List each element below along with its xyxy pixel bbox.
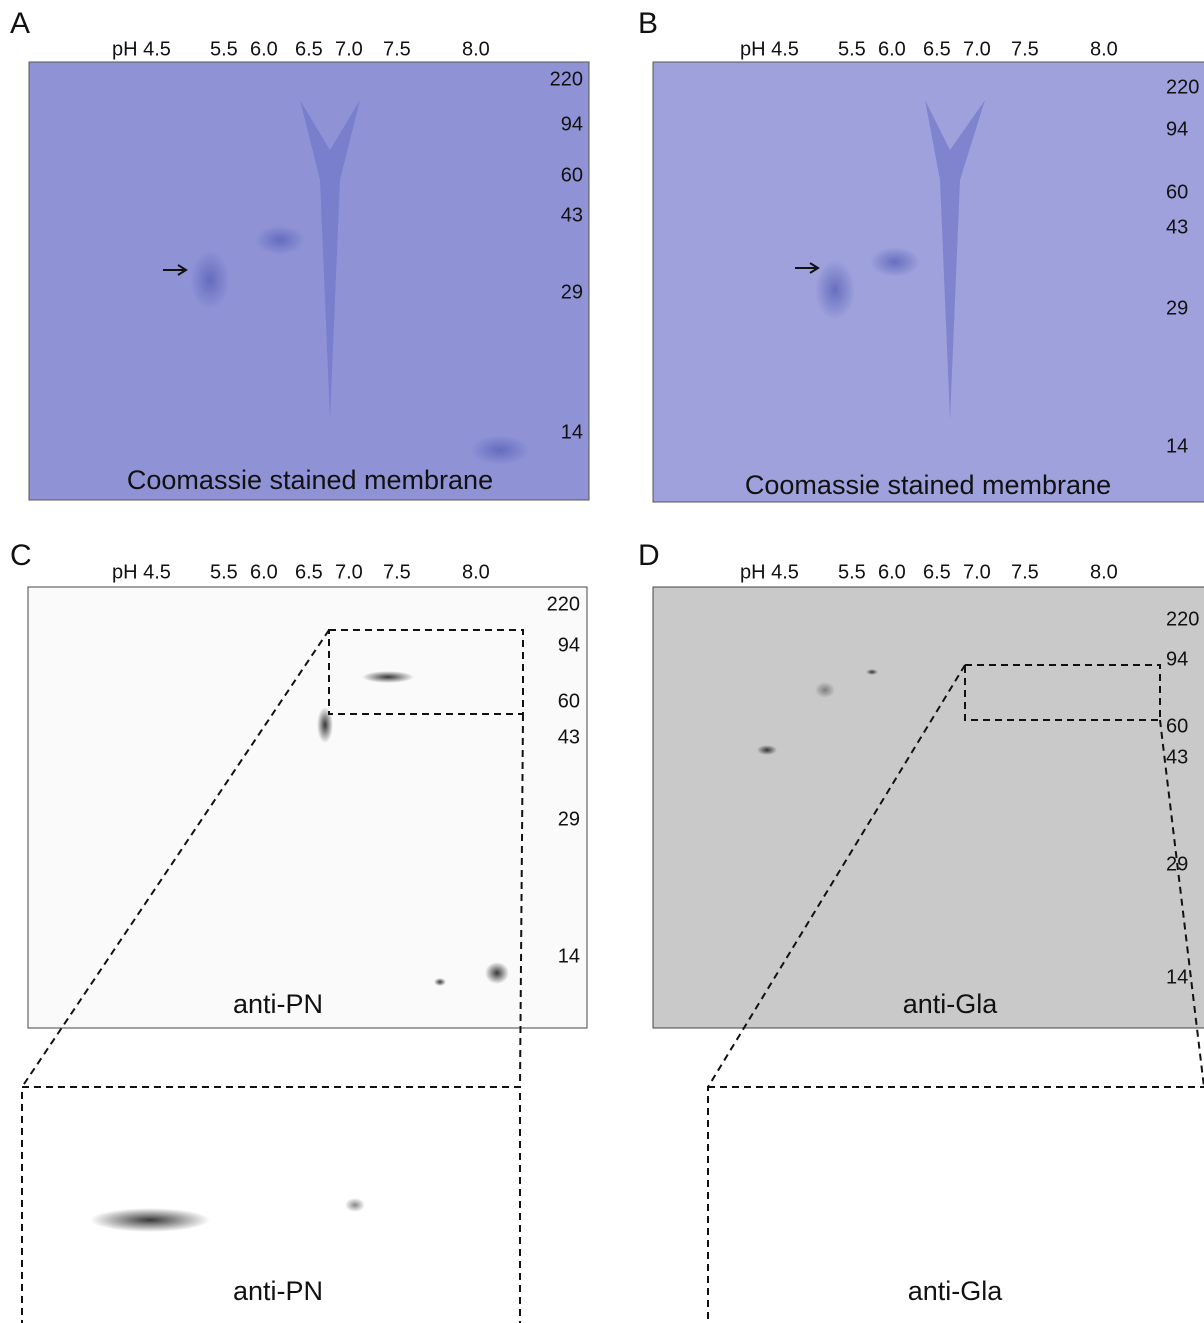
ph-label: 5.5 <box>838 561 866 583</box>
streak <box>925 100 985 420</box>
inset-d <box>707 1086 1204 1323</box>
ph-label: 8.0 <box>1090 38 1118 60</box>
mw-marker: 220 <box>1166 608 1199 630</box>
spot <box>190 250 230 310</box>
mw-marker: 43 <box>561 204 583 226</box>
spot <box>255 225 305 255</box>
ph-label: 5.5 <box>210 38 238 60</box>
inset-caption: anti-Gla <box>908 1276 1004 1306</box>
panel-letter: D <box>638 539 660 572</box>
spot <box>90 1208 210 1232</box>
ph-label: 6.0 <box>250 561 278 583</box>
mw-marker: 29 <box>558 808 580 830</box>
mw-marker: 60 <box>1166 181 1188 203</box>
ph-label: 7.0 <box>963 38 991 60</box>
mw-marker: 14 <box>558 945 580 967</box>
ph-label: 6.5 <box>295 561 323 583</box>
ph-label: 5.5 <box>210 561 238 583</box>
mw-marker: 220 <box>547 593 580 615</box>
spot <box>870 247 920 277</box>
ph-label: 8.0 <box>462 38 490 60</box>
mw-marker: 60 <box>1166 715 1188 737</box>
ph-label: 7.0 <box>335 561 363 583</box>
zoom-line <box>707 664 966 1088</box>
ph-label: 7.5 <box>383 38 411 60</box>
blot-d <box>652 586 1204 1029</box>
ph-label: 6.0 <box>250 38 278 60</box>
zoom-box <box>964 664 1161 721</box>
inset-caption: anti-PN <box>233 1276 323 1306</box>
ph-label: 8.0 <box>1090 561 1118 583</box>
gel-b <box>652 61 1204 503</box>
mw-marker: 29 <box>1166 297 1188 319</box>
spot <box>757 745 777 755</box>
ph-label: 8.0 <box>462 561 490 583</box>
mw-marker: 94 <box>1166 118 1188 140</box>
mw-marker: 43 <box>1166 746 1188 768</box>
panel-letter: C <box>10 539 32 572</box>
mw-marker: 43 <box>1166 216 1188 238</box>
mw-marker: 29 <box>561 281 583 303</box>
caption: anti-Gla <box>903 989 999 1019</box>
inset-c <box>21 1086 521 1323</box>
mw-marker: 220 <box>550 68 583 90</box>
ph-label: pH 4.5 <box>740 561 799 583</box>
ph-label: 6.0 <box>878 38 906 60</box>
mw-marker: 60 <box>558 690 580 712</box>
zoom-line <box>21 629 330 1088</box>
ph-label: 7.5 <box>1011 561 1039 583</box>
spot <box>362 671 414 683</box>
mw-marker: 43 <box>558 726 580 748</box>
zoom-line <box>519 713 524 1088</box>
spot <box>345 1198 365 1212</box>
ph-label: 6.5 <box>923 561 951 583</box>
spot <box>815 682 835 698</box>
streak <box>300 100 360 420</box>
ph-label: 6.0 <box>878 561 906 583</box>
ph-label: 7.5 <box>383 561 411 583</box>
spot <box>470 435 530 465</box>
ph-label: 6.5 <box>295 38 323 60</box>
mw-marker: 14 <box>561 421 583 443</box>
spot <box>317 707 333 743</box>
spot <box>485 962 509 984</box>
arrow <box>795 262 820 274</box>
mw-marker: 29 <box>1166 853 1188 875</box>
mw-marker: 94 <box>558 634 580 656</box>
caption: Coomassie stained membrane <box>745 470 1111 500</box>
arrow <box>163 264 188 276</box>
caption: anti-PN <box>233 989 323 1019</box>
mw-marker: 220 <box>1166 76 1199 98</box>
mw-marker: 14 <box>1166 435 1188 457</box>
mw-marker: 94 <box>561 113 583 135</box>
ph-label: pH 4.5 <box>112 561 171 583</box>
caption: Coomassie stained membrane <box>127 465 493 495</box>
ph-label: 6.5 <box>923 38 951 60</box>
blot-c <box>27 586 588 1029</box>
zoom-box <box>328 629 524 715</box>
ph-label: 5.5 <box>838 38 866 60</box>
ph-label: 7.5 <box>1011 38 1039 60</box>
ph-label: pH 4.5 <box>112 38 171 60</box>
mw-marker: 14 <box>1166 966 1188 988</box>
panel-letter: A <box>10 7 30 40</box>
spot <box>866 669 878 675</box>
zoom-line <box>1159 719 1204 1088</box>
ph-label: 7.0 <box>335 38 363 60</box>
panel-letter: B <box>638 7 658 40</box>
mw-marker: 94 <box>1166 648 1188 670</box>
spot <box>434 978 446 986</box>
ph-label: pH 4.5 <box>740 38 799 60</box>
mw-marker: 60 <box>561 164 583 186</box>
spot <box>815 260 855 320</box>
ph-label: 7.0 <box>963 561 991 583</box>
